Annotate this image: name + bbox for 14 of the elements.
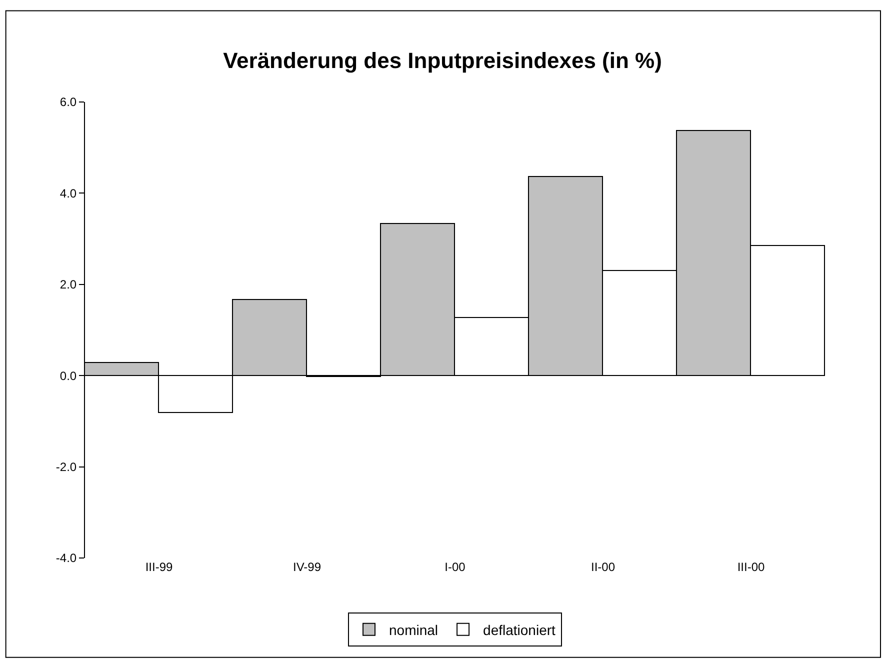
y-tick-label: 4.0 — [60, 186, 77, 200]
y-tick-label: -2.0 — [56, 460, 77, 474]
y-tick-label: 2.0 — [60, 278, 77, 292]
y-tick-label: 6.0 — [60, 95, 77, 110]
x-tick-label: IV-99 — [292, 560, 322, 574]
x-tick-label: III-99 — [145, 560, 173, 574]
legend-label: nominal — [389, 622, 438, 638]
x-tick-label: II-00 — [590, 560, 616, 574]
x-tick-label: I-00 — [444, 560, 466, 574]
x-tick-label: III-00 — [737, 560, 765, 574]
y-tick-label: 0.0 — [60, 368, 77, 383]
legend-label: deflationiert — [483, 622, 556, 638]
chart-title: Veränderung des Inputpreisindexes (in %) — [223, 48, 662, 73]
y-tick-label: -4.0 — [56, 551, 77, 566]
